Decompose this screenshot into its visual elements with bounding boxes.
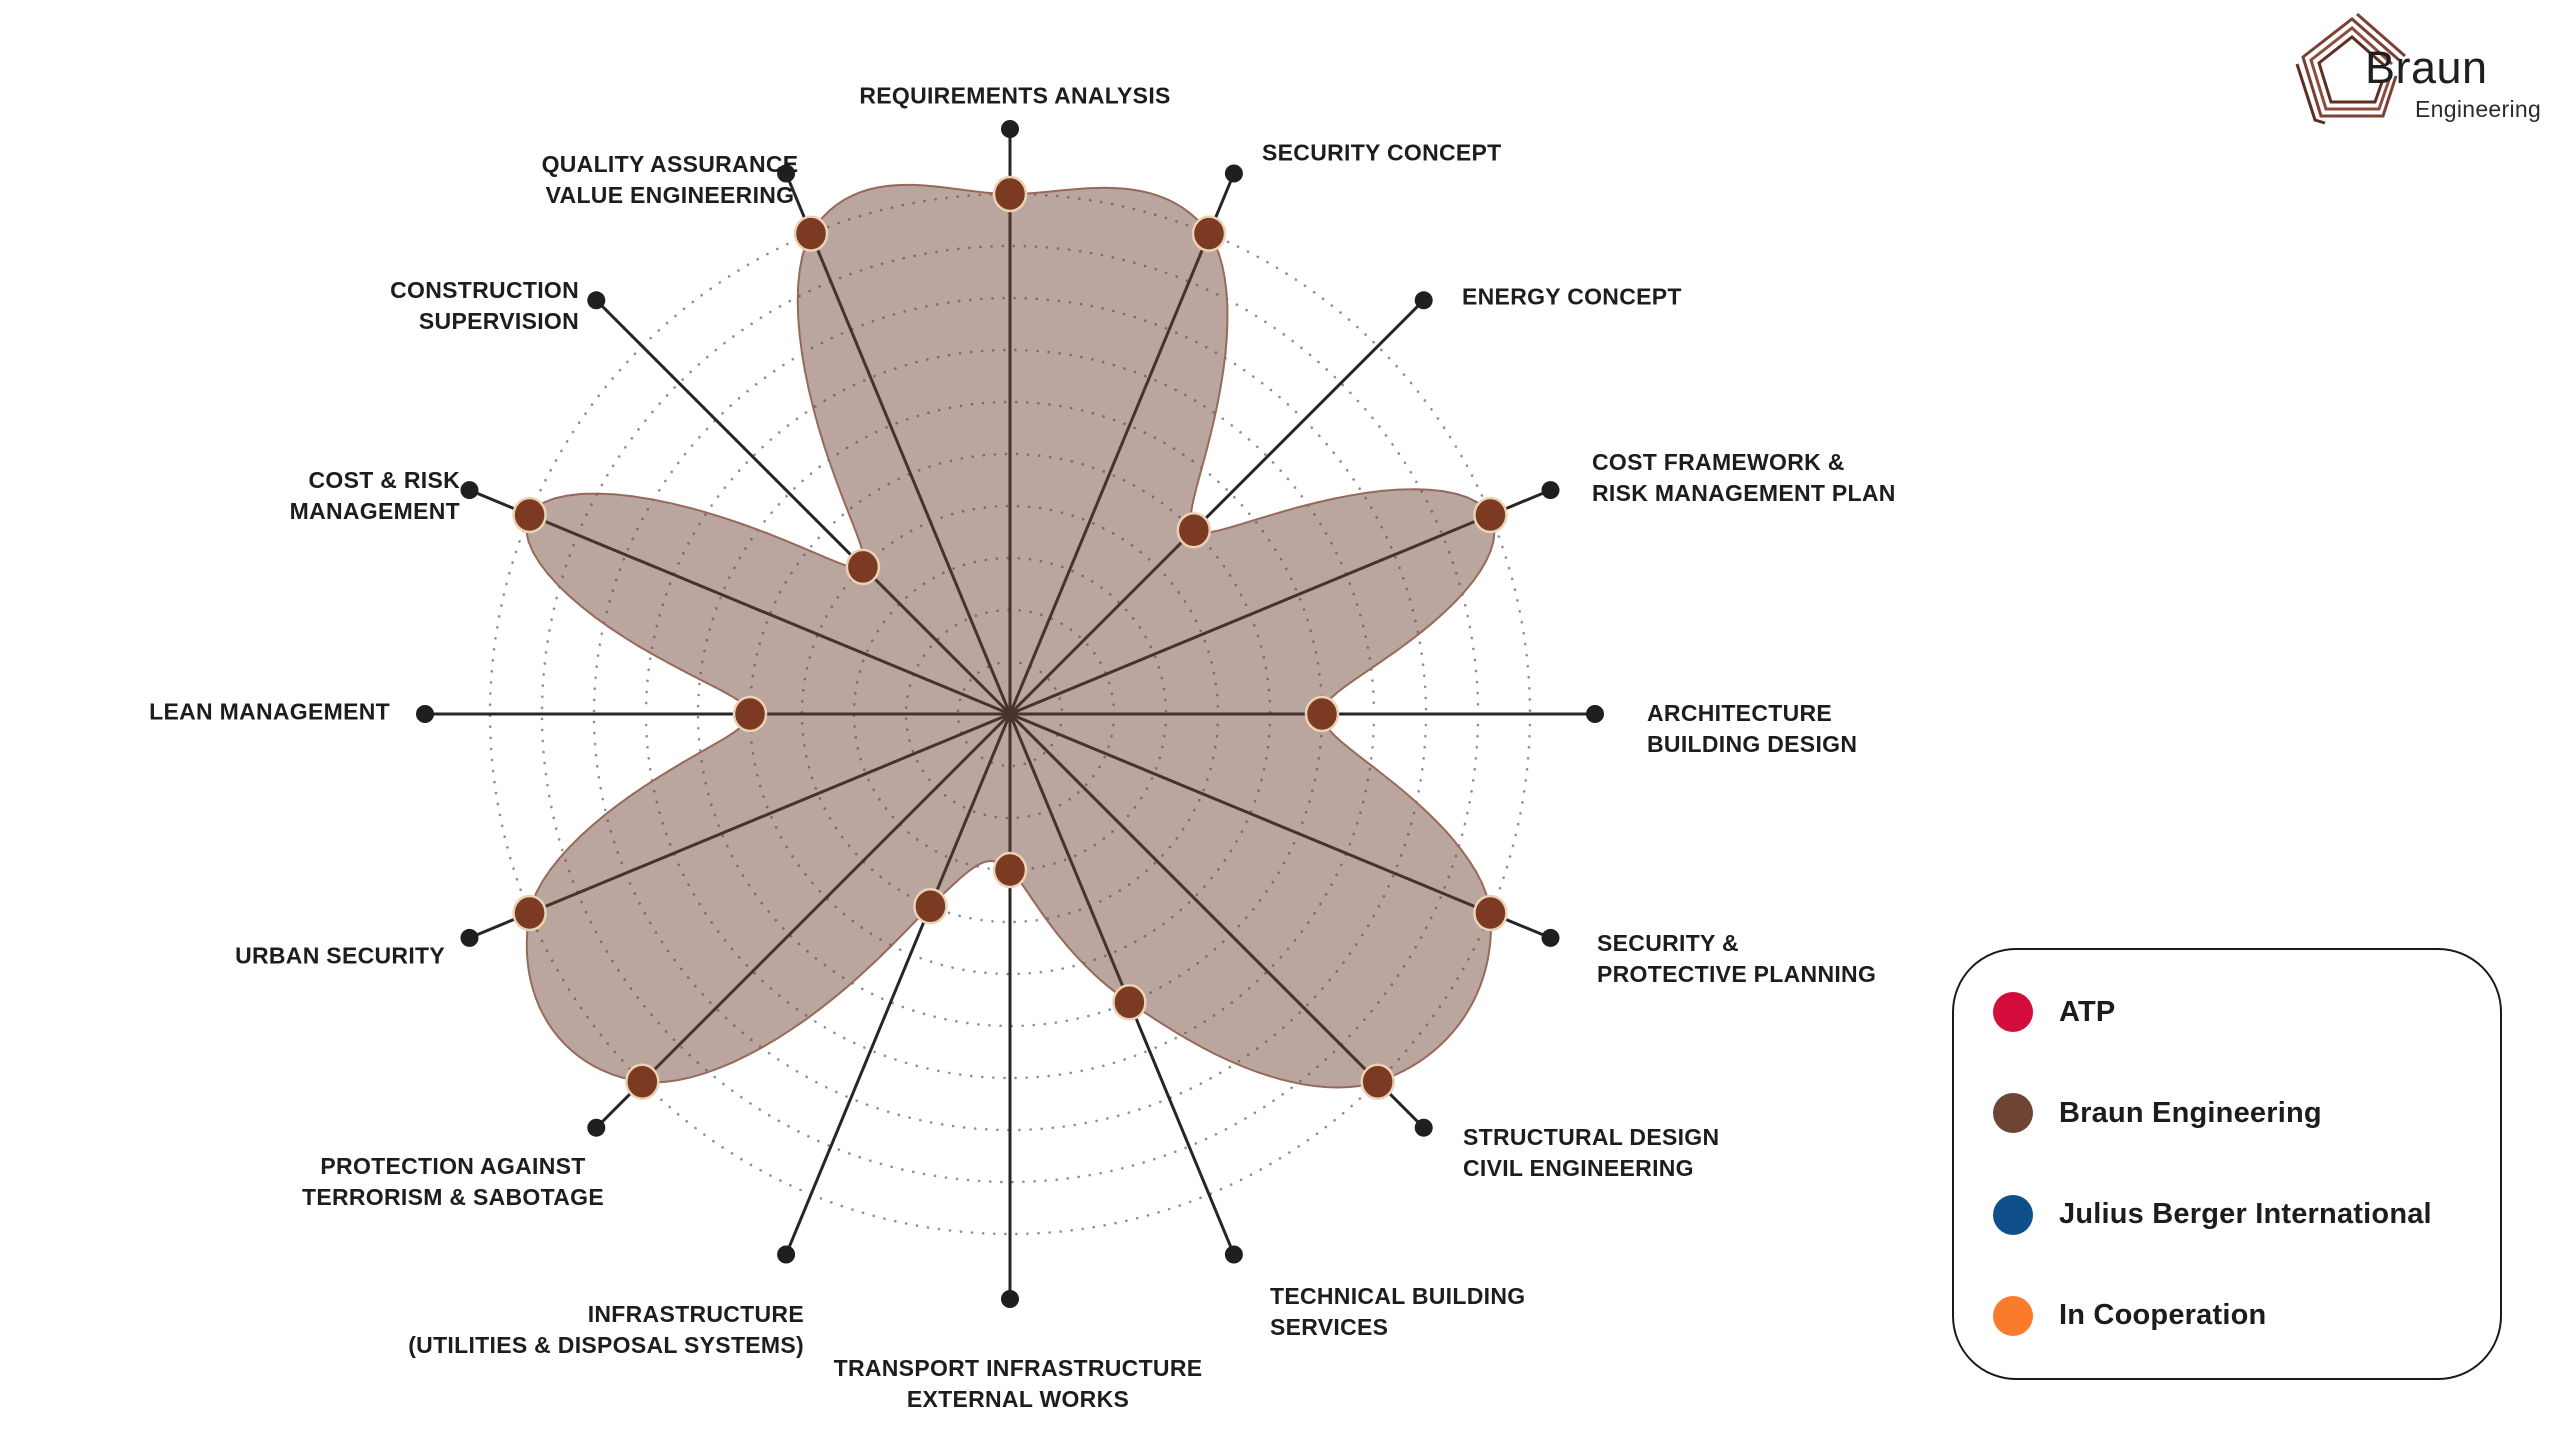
- logo-title: Braun: [2365, 42, 2488, 93]
- legend-label: ATP: [2059, 995, 2116, 1028]
- axis-end-dot: [1541, 481, 1560, 500]
- axis-end-dot: [1414, 1118, 1433, 1137]
- axis-label-protection-against: PROTECTION AGAINST TERRORISM & SABOTAGE: [301, 1152, 605, 1210]
- axis-label-structural-design: STRUCTURAL DESIGN CIVIL ENGINEERING: [1463, 1123, 1720, 1181]
- data-marker: [845, 548, 881, 586]
- data-marker: [1473, 496, 1508, 534]
- axis-end-dot: [460, 481, 479, 500]
- axis-end-dot: [777, 1245, 796, 1264]
- axis-end-dot: [777, 164, 796, 183]
- legend-item-in-cooperation: In Cooperation: [1993, 1295, 2470, 1336]
- axis-spokes: [425, 129, 1595, 1299]
- pentagon-logo-icon: [2295, 12, 2406, 125]
- data-marker: [512, 496, 547, 534]
- axis-spoke: [1009, 712, 1552, 940]
- legend-item-atp: ATP: [1993, 992, 2470, 1032]
- axis-label-cost-framework: COST FRAMEWORK & RISK MANAGEMENT PLAN: [1592, 448, 1896, 506]
- axis-label-infrastructure: INFRASTRUCTURE (UTILITIES & DISPOSAL SYS…: [408, 1300, 804, 1358]
- logo-subtitle: Engineering: [2415, 96, 2542, 122]
- axis-end-dot: [1224, 164, 1243, 183]
- data-marker: [913, 887, 948, 925]
- axis-label-technical-building: TECHNICAL BUILDING SERVICES: [1270, 1282, 1526, 1340]
- axis-end-dots: [416, 120, 1604, 1308]
- data-marker: [1360, 1063, 1395, 1100]
- data-marker: [1473, 894, 1508, 932]
- legend-item-julius-berger-international: Julius Berger International: [1993, 1194, 2470, 1235]
- axis-spoke: [1008, 712, 1425, 1129]
- axis-label-quality-assurance: QUALITY ASSURANCE VALUE ENGINEERING: [541, 150, 799, 208]
- data-marker: [992, 851, 1028, 889]
- data-marker: [625, 1063, 660, 1100]
- axis-spoke: [1008, 713, 1236, 1256]
- legend-label: In Cooperation: [2059, 1299, 2267, 1332]
- axis-end-dot: [587, 291, 606, 310]
- legend-item-braun-engineering: Braun Engineering: [1993, 1093, 2470, 1134]
- axis-end-dot: [416, 705, 434, 723]
- axis-label-energy-concept: ENERGY CONCEPT: [1462, 283, 1682, 310]
- data-marker: [793, 215, 829, 252]
- axis-end-dot: [460, 928, 479, 947]
- axis-end-dot: [1586, 705, 1604, 723]
- axis-end-dot: [1001, 120, 1019, 138]
- axis-spoke: [1009, 488, 1552, 716]
- data-marker: [992, 175, 1028, 213]
- axis-spoke: [468, 488, 1011, 716]
- axis-end-dot: [1541, 928, 1560, 947]
- axis-label-lean-management: LEAN MANAGEMENT: [149, 698, 390, 725]
- legend: ATP Braun Engineering Julius Berger Intern…: [1952, 948, 2502, 1380]
- axis-label-transport-infrastructure: TRANSPORT INFRASTRUCTURE EXTERNAL WORKS: [833, 1354, 1203, 1412]
- axis-label-security: SECURITY & PROTECTIVE PLANNING: [1597, 929, 1877, 987]
- axis-spoke: [595, 299, 1012, 716]
- data-marker: [1191, 215, 1227, 252]
- legend-dot-in-cooperation: [1993, 1295, 2033, 1336]
- axis-end-dot: [1001, 1290, 1019, 1308]
- axis-end-dot: [1224, 1245, 1243, 1264]
- axis-spoke: [468, 712, 1011, 940]
- axis-spoke: [1008, 172, 1236, 715]
- data-markers: [512, 175, 1508, 1100]
- axis-label-cost-risk: COST & RISK MANAGEMENT: [289, 466, 460, 524]
- data-marker: [1112, 984, 1147, 1021]
- axis-label-security-concept: SECURITY CONCEPT: [1262, 139, 1502, 166]
- axis-spoke: [784, 713, 1012, 1256]
- axis-end-dot: [1414, 291, 1433, 310]
- data-marker: [1176, 511, 1212, 549]
- axis-label-requirements-analysis: REQUIREMENTS ANALYSIS: [859, 82, 1171, 109]
- axis-label-construction: CONSTRUCTION SUPERVISION: [390, 276, 579, 334]
- axis-label-architecture: ARCHITECTURE BUILDING DESIGN: [1647, 699, 1858, 757]
- axis-label-urban-security: URBAN SECURITY: [235, 942, 445, 969]
- axis-spoke: [1008, 299, 1425, 716]
- data-marker: [512, 894, 547, 932]
- axis-spoke: [784, 172, 1012, 715]
- legend-dot-julius-berger-international: [1993, 1194, 2033, 1235]
- axis-end-dot: [587, 1118, 606, 1137]
- legend-dot-braun-engineering: [1993, 1093, 2033, 1134]
- data-marker: [1304, 695, 1340, 733]
- axis-spoke: [595, 712, 1012, 1129]
- legend-dot-atp: [1993, 992, 2033, 1032]
- legend-label: Julius Berger International: [2059, 1198, 2432, 1231]
- legend-label: Braun Engineering: [2059, 1096, 2322, 1129]
- data-marker: [732, 695, 768, 733]
- company-logo: Braun Engineering: [2295, 8, 2555, 138]
